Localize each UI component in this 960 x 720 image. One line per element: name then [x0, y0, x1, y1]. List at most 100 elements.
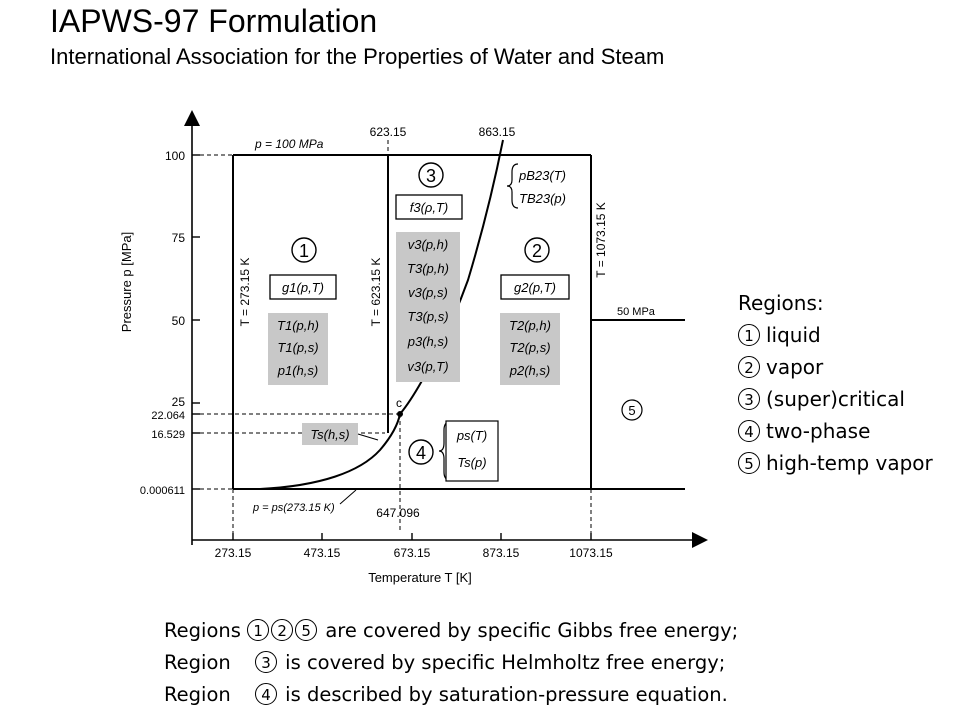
legend-item-label: (super)critical — [766, 387, 905, 411]
svg-text:p2(h,s): p2(h,s) — [509, 363, 550, 378]
legend-item-label: two-phase — [766, 419, 871, 443]
svg-text:T3(p,h): T3(p,h) — [407, 261, 449, 276]
svg-text:T1(p,h): T1(p,h) — [277, 318, 319, 333]
p100-label: p = 100 MPa — [254, 137, 324, 151]
svg-text:f3(ρ,T): f3(ρ,T) — [410, 200, 449, 215]
region-3-backward-box: v3(p,h) T3(p,h) v3(p,s) T3(p,s) p3(h,s) … — [396, 232, 460, 382]
note-line-saturation: Region 4 is described by saturation-pres… — [164, 679, 738, 711]
slide-title: IAPWS-97 Formulation — [50, 3, 378, 39]
region-number-badge: 1 — [738, 324, 760, 346]
legend-item: 2 vapor — [738, 351, 933, 383]
svg-text:T2(p,h): T2(p,h) — [509, 318, 551, 333]
legend-item: 1 liquid — [738, 319, 933, 351]
x-tick-label: 473.15 — [304, 546, 341, 560]
x-axis-label: Temperature T [K] — [368, 570, 472, 585]
svg-text:p3(h,s): p3(h,s) — [407, 334, 448, 349]
x-tick-label: 673.15 — [394, 546, 431, 560]
y-tick-label: 50 — [172, 314, 186, 328]
region-number-badge: 3 — [254, 651, 277, 673]
note-text: is described by saturation-pressure equa… — [285, 683, 728, 706]
legend-item: 3 (super)critical — [738, 383, 933, 415]
y-tick-label: 75 — [172, 231, 186, 245]
svg-text:T2(p,s): T2(p,s) — [509, 340, 550, 355]
note-prefix: Region — [164, 651, 231, 674]
t107315-label: T = 1073.15 K — [594, 202, 608, 278]
legend-item: 4 two-phase — [738, 415, 933, 447]
region-2-backward-box: T2(p,h) T2(p,s) p2(h,s) — [500, 313, 560, 385]
region-1-marker: 1 — [291, 237, 317, 263]
x-ticks — [232, 533, 592, 540]
t62315-label: T = 623.15 K — [369, 258, 383, 327]
t27315-label: T = 273.15 K — [238, 258, 252, 327]
bottom-boundary-label: p = ps(273.15 K) — [252, 502, 335, 514]
b23-boundary-curve — [399, 139, 504, 415]
legend-item-label: vapor — [766, 355, 824, 379]
legend-item: 5 high-temp vapor — [738, 447, 933, 479]
region-3-marker: 3 — [418, 162, 444, 188]
region-number-badge: 4 — [254, 683, 277, 705]
region-number-badge: 4 — [738, 420, 760, 442]
svg-text:1: 1 — [299, 241, 309, 261]
region-3-main-box: f3(ρ,T) — [395, 194, 463, 220]
region-2-marker: 2 — [524, 237, 550, 263]
legend-heading: Regions: — [738, 291, 824, 315]
y-tick-label: 25 — [172, 395, 186, 409]
svg-text:3: 3 — [426, 166, 436, 186]
t86315-top-label: 863.15 — [479, 125, 516, 139]
note-line-helmholtz: Region 3 is covered by specific Helmholt… — [164, 647, 738, 679]
saturation-curve — [259, 413, 401, 490]
svg-text:v3(p,h): v3(p,h) — [408, 237, 448, 252]
p50-label: 50 MPa — [617, 306, 656, 318]
bottom-label-leader — [339, 489, 357, 505]
region-number-badge: 5 — [295, 619, 318, 641]
note-text: are covered by specific Gibbs free energ… — [325, 619, 739, 642]
svg-text:T1(p,s): T1(p,s) — [277, 340, 318, 355]
y-tick-label: 0.000611 — [140, 485, 185, 497]
svg-text:Ts(p): Ts(p) — [457, 455, 486, 470]
region-4-marker: 4 — [408, 439, 434, 465]
region-4-functions: ps(T) Ts(p) — [438, 420, 499, 482]
note-prefix: Regions — [164, 619, 241, 642]
x-tick-label: 1073.15 — [569, 546, 613, 560]
region-1-backward-box: T1(p,h) T1(p,s) p1(h,s) — [268, 313, 328, 385]
region-2-main-box: g2(p,T) — [500, 274, 570, 300]
region-number-badge: 5 — [738, 452, 760, 474]
x-tick-label: 873.15 — [483, 546, 520, 560]
svg-text:v3(p,s): v3(p,s) — [408, 285, 448, 300]
svg-text:p1(h,s): p1(h,s) — [277, 363, 318, 378]
note-prefix: Region — [164, 683, 231, 706]
y-ticks — [192, 154, 200, 490]
legend-item-label: liquid — [766, 323, 821, 347]
region-boundaries — [232, 154, 685, 490]
critical-point — [397, 411, 403, 417]
svg-text:T3(p,s): T3(p,s) — [407, 309, 448, 324]
note-text: is covered by specific Helmholtz free en… — [285, 651, 726, 674]
t647-label: 647.096 — [376, 506, 420, 520]
y-axis-label: Pressure p [MPa] — [119, 232, 134, 332]
critical-point-label: c — [396, 396, 402, 410]
ts-hs-box: Ts(h,s) — [302, 423, 379, 445]
svg-text:Ts(h,s): Ts(h,s) — [310, 427, 349, 442]
y-tick-label: 16.529 — [151, 429, 185, 441]
region-number-badge: 1 — [247, 619, 270, 641]
svg-text:g2(p,T): g2(p,T) — [514, 280, 556, 295]
region-number-badge: 3 — [738, 388, 760, 410]
y-tick-label: 100 — [165, 149, 185, 163]
svg-text:g1(p,T): g1(p,T) — [282, 280, 324, 295]
y-tick-label: 22.064 — [151, 410, 185, 422]
region-number-badge: 2 — [271, 619, 294, 641]
svg-text:2: 2 — [532, 241, 542, 261]
svg-text:5: 5 — [628, 403, 635, 418]
b23-functions: pB23(T) TB23(p) — [506, 163, 566, 209]
region-1-main-box: g1(p,T) — [269, 274, 337, 300]
svg-text:v3(p,T): v3(p,T) — [407, 359, 448, 374]
svg-text:4: 4 — [416, 443, 426, 463]
t62315-top-label: 623.15 — [370, 125, 407, 139]
svg-text:ps(T): ps(T) — [456, 428, 487, 443]
slide-subtitle: International Association for the Proper… — [50, 44, 665, 69]
svg-text:TB23(p): TB23(p) — [519, 191, 566, 206]
legend-item-label: high-temp vapor — [766, 451, 933, 475]
